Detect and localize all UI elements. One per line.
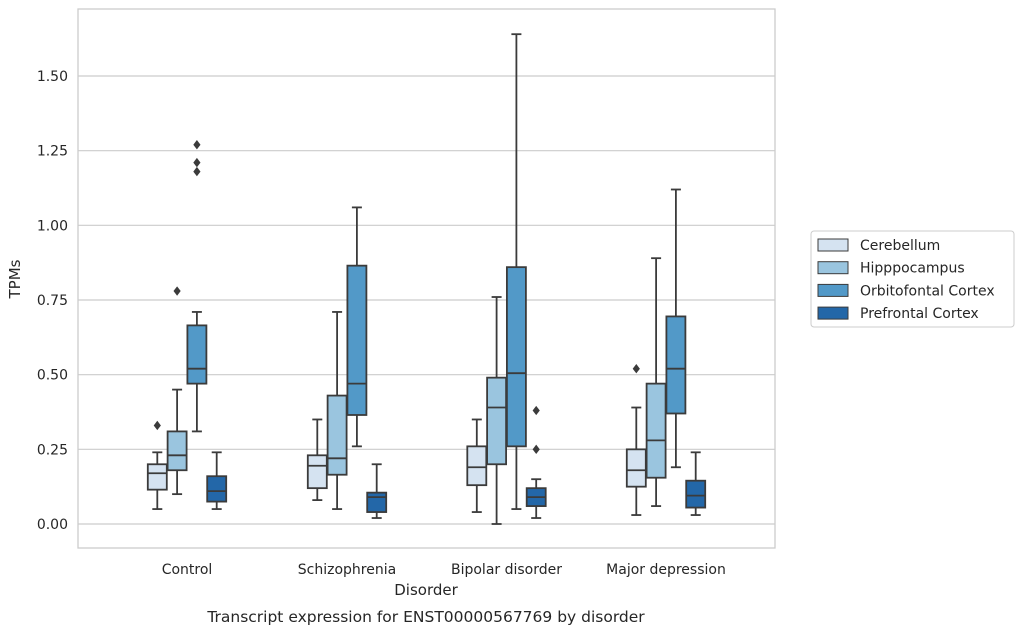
box-cerebellum <box>625 364 647 516</box>
legend-frame <box>810 230 1015 328</box>
box-iqr <box>486 376 508 466</box>
legend-label: Orbitofontal Cortex <box>860 283 995 299</box>
y-tick-label: 0.75 <box>37 293 68 309</box>
box-iqr <box>206 475 228 503</box>
outlier-point <box>532 444 540 455</box>
y-axis-ticks: 0.00 0.25 0.50 0.75 1.00 1.25 1.50 <box>37 69 68 533</box>
box-iqr <box>665 315 687 415</box>
x-axis-title: Disorder <box>394 581 458 599</box>
box-hipppocampus <box>486 296 508 525</box>
legend-label: Cerebellum <box>860 238 940 254</box>
outlier-point <box>173 286 181 296</box>
box-orbitofontal-cortex <box>186 140 208 433</box>
box-hipppocampus <box>166 286 188 496</box>
legend-swatch <box>817 283 849 297</box>
box-iqr <box>645 382 667 479</box>
box-cerebellum <box>306 418 328 502</box>
y-tick-label: 0.00 <box>37 517 68 533</box>
chart-caption: Transcript expression for ENST0000056776… <box>206 608 645 626</box>
outlier-point <box>532 405 540 416</box>
legend-swatch <box>817 306 849 320</box>
box-hipppocampus <box>645 257 667 507</box>
legend-swatch <box>817 261 849 275</box>
outlier-point <box>193 157 201 168</box>
y-tick-label: 1.25 <box>37 144 68 160</box>
box-iqr <box>306 454 328 490</box>
box-prefrontal-cortex <box>525 405 547 519</box>
outlier-point <box>632 364 640 374</box>
y-tick-label: 0.50 <box>37 368 68 384</box>
box-prefrontal-cortex <box>685 451 707 516</box>
outlier-point <box>193 140 201 150</box>
box-iqr <box>466 445 488 487</box>
box-iqr <box>346 264 368 416</box>
y-tick-label: 0.25 <box>37 442 68 458</box>
x-tick-label: Bipolar disorder <box>451 562 562 578</box>
outlier-point <box>193 166 201 177</box>
box-prefrontal-cortex <box>206 451 228 510</box>
box-iqr <box>186 324 208 385</box>
box-iqr <box>166 430 188 472</box>
box-orbitofontal-cortex <box>665 188 687 469</box>
legend-label: Prefrontal Cortex <box>860 306 979 322</box>
box-iqr <box>326 394 348 476</box>
box-iqr <box>625 448 647 488</box>
plot-area <box>146 33 707 525</box>
box-orbitofontal-cortex <box>505 33 527 510</box>
outlier-point <box>153 420 161 431</box>
x-tick-label: Major depression <box>606 562 726 578</box>
legend-label: Hipppocampus <box>860 261 965 277</box>
box-cerebellum <box>146 420 168 510</box>
y-tick-label: 1.00 <box>37 218 68 234</box>
x-tick-label: Schizophrenia <box>298 562 396 578</box>
x-tick-label: Control <box>162 562 213 578</box>
box-iqr <box>685 479 707 509</box>
box-orbitofontal-cortex <box>346 206 368 448</box>
box-iqr <box>505 266 527 448</box>
box-iqr <box>146 463 168 491</box>
y-tick-label: 1.50 <box>37 69 68 85</box>
legend: Cerebellum Hipppocampus Orbitofontal Corte… <box>810 230 1015 328</box>
plot-frame <box>77 8 776 549</box>
box-hipppocampus <box>326 311 348 510</box>
box-cerebellum <box>466 418 488 513</box>
x-axis-ticks: Control Schizophrenia Bipolar disorder Majo… <box>162 562 726 578</box>
box-prefrontal-cortex <box>366 463 388 519</box>
legend-swatch <box>817 238 849 252</box>
box-iqr <box>366 491 388 513</box>
y-axis-title: TPMs <box>6 259 24 299</box>
